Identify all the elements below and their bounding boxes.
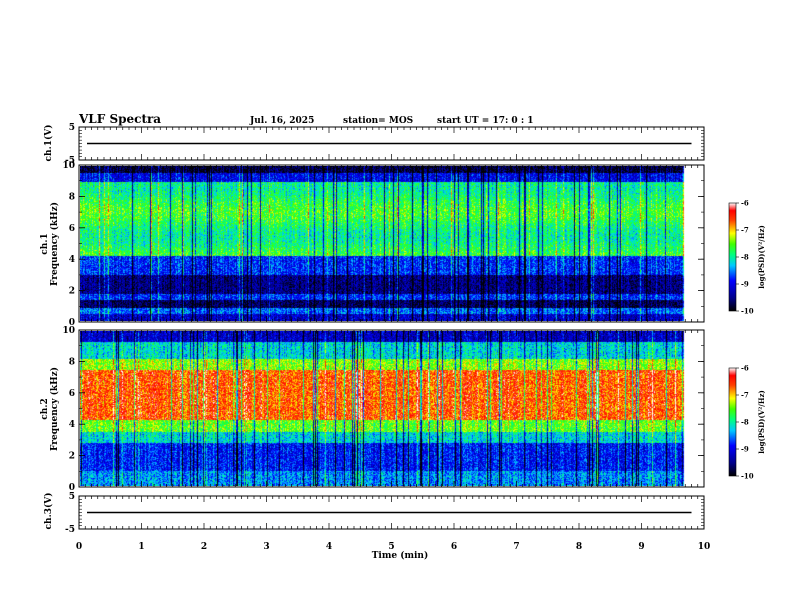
sp1-ytick-label: 2: [69, 287, 75, 297]
time-tick-label: 10: [698, 542, 711, 552]
sp2-ytick-label: 2: [69, 452, 75, 462]
ch1-colorbar: -6 -7 -8 -9 -10 log(PSD)(V²/Hz): [728, 199, 766, 316]
ch2-frequency-ylabel: Frequency (kHz): [49, 367, 60, 451]
ch2-spectrogram-panel: 0 2 4 6 8 10: [62, 326, 705, 493]
ch2-colorbar-tick-label: -8: [741, 418, 749, 427]
time-tick-label: 9: [638, 542, 644, 552]
ch1-channel-label: ch.1: [40, 233, 50, 254]
ch1v-ytick-label: 5: [69, 123, 75, 133]
time-axis: 0 1 2 3 4 5 6 7 8 9 10: [76, 542, 710, 552]
ch1-colorbar-tick-label: -10: [741, 307, 754, 316]
sp2-ytick-label: 4: [69, 420, 75, 430]
time-tick-label: 7: [513, 542, 519, 552]
ch1-colorbar-tick-label: -6: [741, 199, 749, 208]
ch1-colorbar-tick-label: -7: [741, 226, 749, 235]
ch2-colorbar-tick-label: -6: [741, 364, 749, 373]
ch2-colorbar-tick-label: -7: [741, 391, 749, 400]
ch1-spectrogram-image: [80, 166, 693, 321]
sp2-ytick-label: 10: [62, 326, 75, 336]
ch3-voltage-ylabel: ch.3(V): [43, 493, 54, 530]
time-tick-label: 4: [326, 542, 332, 552]
date-label: Jul. 16, 2025: [249, 116, 314, 126]
ch3-voltage-panel: 5 -5: [65, 492, 705, 535]
sp2-ytick-label: 8: [69, 357, 75, 367]
time-axis-label: Time (min): [372, 550, 429, 561]
ch1v-ytick-label: -5: [65, 156, 75, 166]
sp1-ytick-label: 8: [69, 192, 75, 202]
sp2-ytick-label: 6: [69, 389, 75, 399]
ch1-spectrogram-panel: 0 2 4 6 8 10: [62, 161, 705, 328]
sp1-ytick-label: 10: [62, 161, 75, 171]
station-label: station= MOS: [343, 116, 413, 126]
ch3v-ytick-label: -5: [65, 525, 75, 535]
ch2-colorbar-tick-label: -9: [741, 445, 749, 454]
time-tick-label: 6: [451, 542, 457, 552]
figure-title: VLF Spectra: [78, 112, 161, 126]
time-tick-label: 5: [388, 542, 394, 552]
time-tick-label: 0: [76, 542, 82, 552]
start-time-label: start UT = 17: 0 : 1: [437, 116, 534, 126]
ch2-channel-label: ch.2: [40, 398, 50, 419]
ch2-colorbar-tick-label: -10: [741, 472, 754, 481]
time-tick-label: 2: [201, 542, 207, 552]
ch1-voltage-ylabel: ch.1(V): [43, 125, 54, 162]
ch2-colorbar-gradient: [728, 367, 737, 477]
time-tick-label: 1: [138, 542, 144, 552]
ch1-voltage-panel: 5 -5: [65, 123, 705, 166]
ch1-colorbar-gradient: [728, 202, 737, 312]
ch2-spectrogram-image: [80, 331, 693, 486]
ch1-colorbar-tick-label: -9: [741, 280, 749, 289]
ch2-colorbar: -6 -7 -8 -9 -10 log(PSD)(V²/Hz): [728, 364, 766, 481]
ch1-frequency-ylabel: Frequency (kHz): [49, 202, 60, 286]
sp1-ytick-label: 4: [69, 255, 75, 265]
ch2-colorbar-label: log(PSD)(V²/Hz): [757, 390, 766, 454]
sp1-ytick-label: 0: [69, 318, 75, 328]
time-tick-label: 8: [576, 542, 582, 552]
sp1-ytick-label: 6: [69, 224, 75, 234]
time-tick-label: 3: [263, 542, 269, 552]
ch1-colorbar-tick-label: -8: [741, 253, 749, 262]
ch3v-ytick-label: 5: [69, 492, 75, 502]
sp2-ytick-label: 0: [69, 483, 75, 493]
ch1-colorbar-label: log(PSD)(V²/Hz): [757, 225, 766, 289]
